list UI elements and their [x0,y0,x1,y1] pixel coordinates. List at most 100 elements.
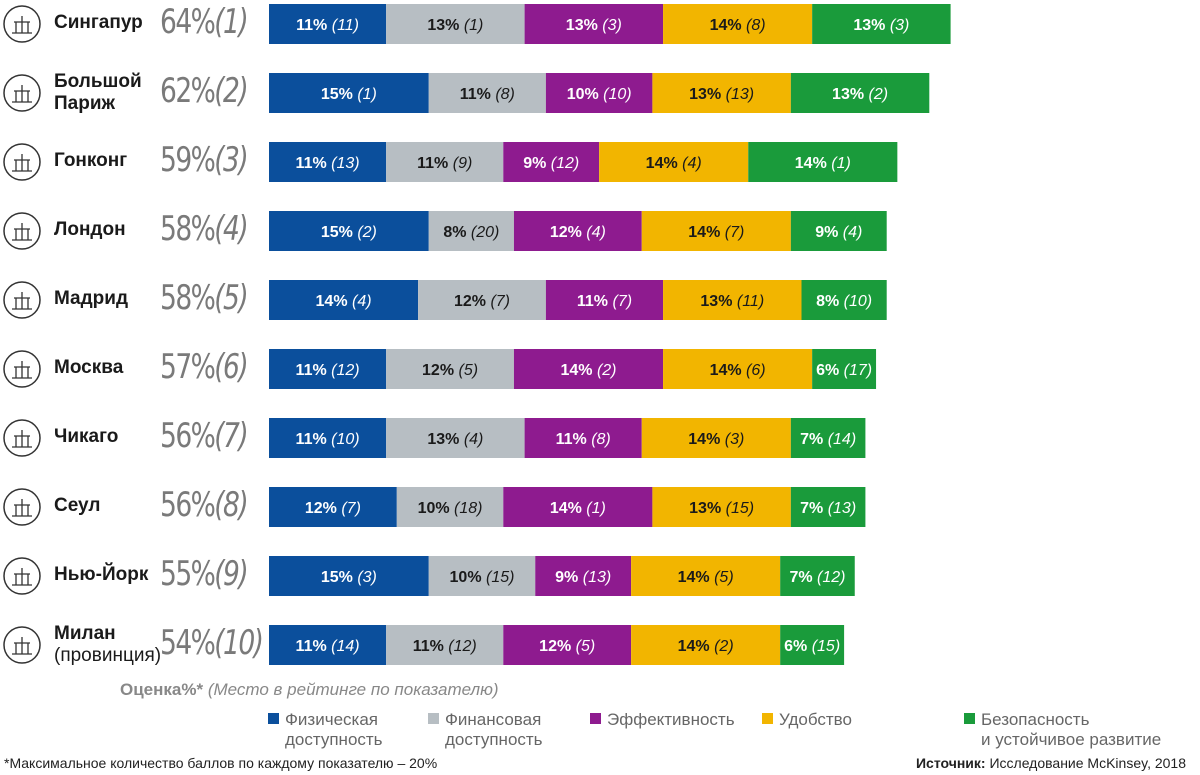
bar-segment [386,625,504,665]
bar-segment [386,4,525,44]
score-value: 58% [160,209,216,249]
statue-of-liberty-icon [3,557,41,595]
bar-data-label: 11% (10) [296,431,360,448]
bar-segment [269,625,387,665]
legend-label: Финансовая [445,710,542,729]
bar-segment [663,280,802,320]
bar-segment [269,73,429,113]
bar-data-label: 11% (12) [296,362,360,379]
bar-data-label: 9% (13) [555,569,611,586]
legend-swatch [964,713,975,724]
city-label: Нью-Йорк [54,564,149,585]
bar-segment [503,487,653,527]
bar-data-label: 10% (18) [418,500,483,517]
kremlin-star-icon [3,350,41,388]
bar-data-label: 14% (8) [710,17,766,34]
city-label: Сеул [54,495,101,516]
bar-data-label: 12% (5) [422,362,478,379]
bear-tree-icon [3,281,41,319]
legend-swatch [428,713,439,724]
bar-data-label: 13% (3) [853,17,909,34]
legend-item-physical: Физическая доступность [268,710,383,750]
bar-data-label: 7% (13) [800,500,856,517]
bar-segment [631,625,781,665]
score-value: 56% [160,485,216,525]
bar-segment [269,4,387,44]
legend-label-line2: доступность [285,730,383,749]
bar-segment [535,556,632,596]
bar-segment [545,280,664,320]
bar-segment [269,349,387,389]
bar-segment [663,4,813,44]
city-label: Мадрид [54,288,129,309]
legend-label: Физическая [285,710,378,729]
bar-segment [780,625,845,665]
score-rank: (9) [214,554,248,594]
legend-label-line2: доступность [445,730,543,749]
bar-data-label: 11% (13) [296,155,360,172]
legend-item-financial: Финансовая доступность [428,710,543,750]
bar-data-label: 11% (12) [413,638,477,655]
bar-data-label: 14% (2) [560,362,616,379]
bar-data-label: 8% (10) [816,293,872,310]
bar-data-label: 11% (14) [296,638,360,655]
legend-title-bold: Оценка%* [120,680,204,699]
bar-segment [269,142,387,182]
bar-segment [790,487,866,527]
bar-segment [641,418,791,458]
bar-data-label: 11% (8) [556,431,611,448]
pagoda-gate-icon [3,488,41,526]
cloud-gate-icon [3,419,41,457]
city-score: 58%(4) [160,209,249,249]
bar-data-label: 6% (15) [784,638,840,655]
bar-segment [503,142,600,182]
city-score: 62%(2) [160,71,249,111]
score-value: 62% [160,71,216,111]
bar-segment [428,556,536,596]
city-label: Милан (провинция) [54,623,162,666]
score-rank: (7) [214,416,248,456]
bar-data-label: 13% (2) [832,86,888,103]
cathedral-icon [3,626,41,664]
city-score: 59%(3) [160,140,249,180]
score-value: 64% [160,2,216,42]
bar-data-label: 10% (15) [450,569,515,586]
bar-segment [524,418,642,458]
score-rank: (5) [214,278,248,318]
bar-segment [269,418,387,458]
score-value: 54% [160,623,216,663]
bar-data-label: 14% (6) [710,362,766,379]
source-label: Источник: [915,755,986,771]
city-label: Чикаго [54,426,119,447]
bar-data-label: 12% (4) [550,224,606,241]
bar-data-label: 13% (4) [427,431,483,448]
score-value: 56% [160,416,216,456]
bar-segment [396,487,504,527]
bar-data-label: 15% (2) [321,224,377,241]
bar-data-label: 14% (1) [795,155,851,172]
junk-boat-icon [3,143,41,181]
source-text: Исследование McKinsey, 2018 [989,755,1186,771]
bar-segment [641,211,791,251]
city-label: Лондон [54,219,126,240]
bar-data-label: 15% (3) [321,569,377,586]
score-rank: (1) [214,2,248,42]
bar-segment [418,280,546,320]
bar-data-label: 13% (13) [689,86,754,103]
bar-data-label: 6% (17) [816,362,872,379]
bar-data-label: 7% (14) [800,431,856,448]
bar-segment [269,487,397,527]
big-ben-icon [3,212,41,250]
city-score: 57%(6) [160,347,249,387]
bar-segment [269,211,429,251]
score-value: 57% [160,347,216,387]
bar-data-label: 10% (10) [567,86,632,103]
bar-segment [790,418,866,458]
bar-segment [269,556,429,596]
bar-data-label: 14% (4) [646,155,702,172]
legend-swatch [762,713,773,724]
legend-item-efficiency: Эффективность [590,710,735,730]
stacked-bar-chart: 11% (11) 13% (1) 13% (3) 14% (8) 13% (3) 15% … [3,2,951,666]
bar-data-label: 11% (7) [577,293,632,310]
city-score: 54%(10) [160,623,264,663]
